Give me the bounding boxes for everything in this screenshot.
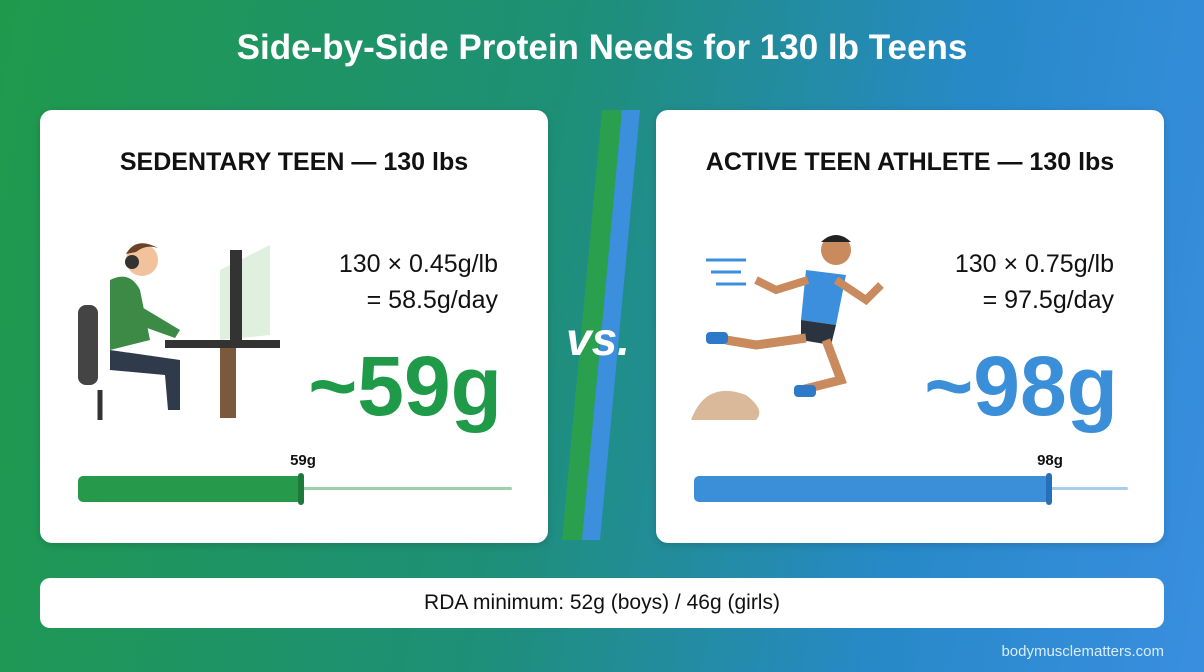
- formula-line: 130 × 0.45g/lb: [338, 250, 498, 278]
- title: Side-by-Side Protein Needs for 130 lb Te…: [236, 28, 968, 67]
- credit: bodymusclematters.com: [1001, 643, 1164, 660]
- formula-line: 130 × 0.75g/lb: [954, 250, 1114, 278]
- panel-heading: ACTIVE TEEN ATHLETE — 130 lbs: [705, 148, 1115, 176]
- formula-line: = 97.5g/day: [982, 286, 1114, 314]
- footer: RDA minimum: 52g (boys) / 46g (girls): [40, 578, 1164, 628]
- gamer-illustration: [78, 243, 280, 420]
- athlete-panel: ACTIVE TEEN ATHLETE — 130 lbs 130 × 0.75…: [656, 110, 1164, 543]
- bar-fill: [694, 476, 1050, 502]
- bar-knob: [298, 473, 304, 505]
- bar-label: 98g: [1037, 452, 1063, 469]
- bar-knob: [1046, 473, 1052, 505]
- formula-line: = 58.5g/day: [366, 286, 498, 314]
- panel-heading: SEDENTARY TEEN — 130 lbs: [119, 148, 469, 176]
- bar-label: 59g: [290, 452, 316, 469]
- result: ~59g: [308, 339, 502, 433]
- bar-fill: [78, 476, 303, 502]
- versus: vs.: [566, 313, 630, 365]
- sedentary-panel: SEDENTARY TEEN — 130 lbs 130 × 0.45g/lb …: [40, 110, 548, 543]
- runner-illustration: [691, 235, 884, 420]
- divider: [562, 110, 640, 540]
- result: ~98g: [924, 339, 1118, 433]
